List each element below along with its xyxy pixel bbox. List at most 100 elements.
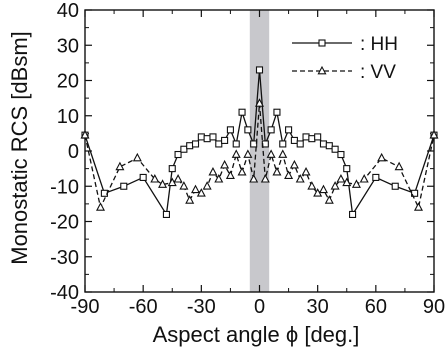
data-point-vv bbox=[225, 170, 235, 180]
data-point-hh bbox=[209, 133, 217, 141]
data-point-hh bbox=[250, 140, 258, 148]
x-tick-label: 60 bbox=[365, 296, 387, 318]
highlight-band-layer bbox=[249, 10, 270, 292]
data-point-hh bbox=[255, 66, 264, 74]
y-tick-label: 40 bbox=[57, 0, 79, 22]
data-point-vv bbox=[243, 149, 253, 158]
x-tick-label: 30 bbox=[307, 296, 329, 318]
data-point-vv bbox=[115, 161, 125, 171]
data-point-vv bbox=[95, 202, 106, 211]
data-point-hh bbox=[285, 126, 293, 134]
x-tick-label: 90 bbox=[423, 296, 445, 318]
series-vv bbox=[80, 98, 439, 211]
data-point-vv bbox=[260, 174, 270, 183]
legend-marker-hh bbox=[318, 39, 326, 47]
data-point-vv bbox=[295, 174, 305, 183]
legend: : HH : VV bbox=[292, 34, 398, 83]
x-tick-label: -90 bbox=[71, 296, 100, 318]
y-tick-label: -40 bbox=[50, 282, 79, 304]
data-point-vv bbox=[254, 98, 265, 107]
data-point-vv bbox=[266, 149, 276, 158]
data-point-hh bbox=[162, 210, 170, 218]
x-tick-label: -30 bbox=[187, 296, 216, 318]
data-point-hh bbox=[290, 136, 298, 144]
data-point-hh bbox=[232, 140, 240, 148]
data-point-vv bbox=[330, 181, 340, 190]
data-point-hh bbox=[186, 142, 194, 150]
data-point-vv bbox=[351, 179, 361, 188]
data-point-hh bbox=[197, 133, 205, 141]
data-point-hh bbox=[174, 150, 182, 159]
data-point-vv bbox=[220, 159, 230, 169]
data-point-hh bbox=[391, 182, 399, 190]
data-point-vv bbox=[80, 129, 90, 139]
y-tick-label: -20 bbox=[50, 212, 79, 234]
data-point-hh bbox=[267, 126, 275, 134]
data-point-hh bbox=[238, 108, 246, 116]
data-point-hh bbox=[191, 140, 200, 148]
data-point-hh bbox=[308, 135, 316, 143]
data-point-hh bbox=[372, 173, 380, 181]
data-point-hh bbox=[168, 165, 176, 173]
data-point-hh bbox=[100, 189, 108, 197]
axis-labels-layer: Aspect angle ϕ [deg.] Monostatic RCS [dB… bbox=[7, 31, 359, 347]
data-point-hh bbox=[337, 150, 345, 159]
axes-layer: -90 -60 -30 0 30 60 90 -40 -30 -20 -10 0 10 20 30 40 bbox=[50, 0, 445, 318]
y-axis-title: Monostatic RCS [dBsm] bbox=[7, 31, 32, 265]
y-tick-label: -30 bbox=[50, 247, 79, 269]
data-point-vv bbox=[132, 152, 142, 162]
data-point-vv bbox=[237, 166, 247, 176]
data-point-vv bbox=[377, 152, 387, 162]
x-tick-label: 0 bbox=[254, 296, 265, 318]
data-point-hh bbox=[215, 140, 223, 148]
legend-label-vv: : VV bbox=[360, 62, 396, 83]
data-point-hh bbox=[226, 126, 234, 134]
data-point-vv bbox=[318, 184, 328, 194]
data-point-vv bbox=[301, 166, 311, 176]
data-point-hh bbox=[180, 145, 188, 153]
y-tick-label: -10 bbox=[50, 176, 79, 198]
highlight-band bbox=[249, 10, 270, 292]
data-point-vv bbox=[185, 195, 195, 204]
data-point-vv bbox=[413, 202, 424, 211]
series-layer bbox=[80, 66, 439, 218]
data-point-hh bbox=[244, 126, 252, 134]
data-point-vv bbox=[307, 181, 317, 190]
data-point-vv bbox=[336, 174, 346, 183]
data-point-hh bbox=[349, 210, 357, 218]
series-hh bbox=[81, 66, 438, 218]
x-axis-title: Aspect angle ϕ [deg.] bbox=[153, 322, 360, 347]
data-point-hh bbox=[314, 133, 322, 141]
x-tick-label: -60 bbox=[129, 296, 158, 318]
legend-marker-vv bbox=[317, 65, 327, 75]
data-point-hh bbox=[296, 140, 304, 148]
y-tick-label: 0 bbox=[68, 141, 79, 163]
data-point-vv bbox=[272, 166, 282, 176]
data-point-vv bbox=[231, 149, 241, 158]
data-point-vv bbox=[158, 179, 168, 188]
data-point-vv bbox=[289, 159, 299, 169]
legend-label-hh: : HH bbox=[360, 34, 398, 55]
data-point-hh bbox=[411, 189, 419, 197]
data-point-vv bbox=[324, 195, 334, 204]
data-point-vv bbox=[342, 177, 352, 187]
data-point-hh bbox=[139, 173, 147, 181]
data-point-hh bbox=[203, 135, 211, 143]
data-point-hh bbox=[319, 140, 328, 148]
y-tick-label: 20 bbox=[57, 71, 79, 93]
data-point-vv bbox=[196, 188, 206, 197]
data-point-vv bbox=[429, 129, 439, 139]
data-point-vv bbox=[394, 161, 404, 171]
y-tick-label: 30 bbox=[57, 35, 79, 57]
data-point-hh bbox=[331, 145, 339, 153]
data-point-vv bbox=[202, 181, 212, 190]
data-point-hh bbox=[279, 140, 287, 148]
data-point-vv bbox=[173, 174, 183, 183]
data-point-hh bbox=[343, 165, 351, 173]
data-point-hh bbox=[273, 108, 281, 116]
data-point-vv bbox=[284, 170, 294, 180]
data-point-hh bbox=[302, 133, 310, 141]
data-point-vv bbox=[249, 174, 259, 183]
data-point-vv bbox=[208, 166, 218, 176]
data-point-hh bbox=[221, 136, 229, 144]
